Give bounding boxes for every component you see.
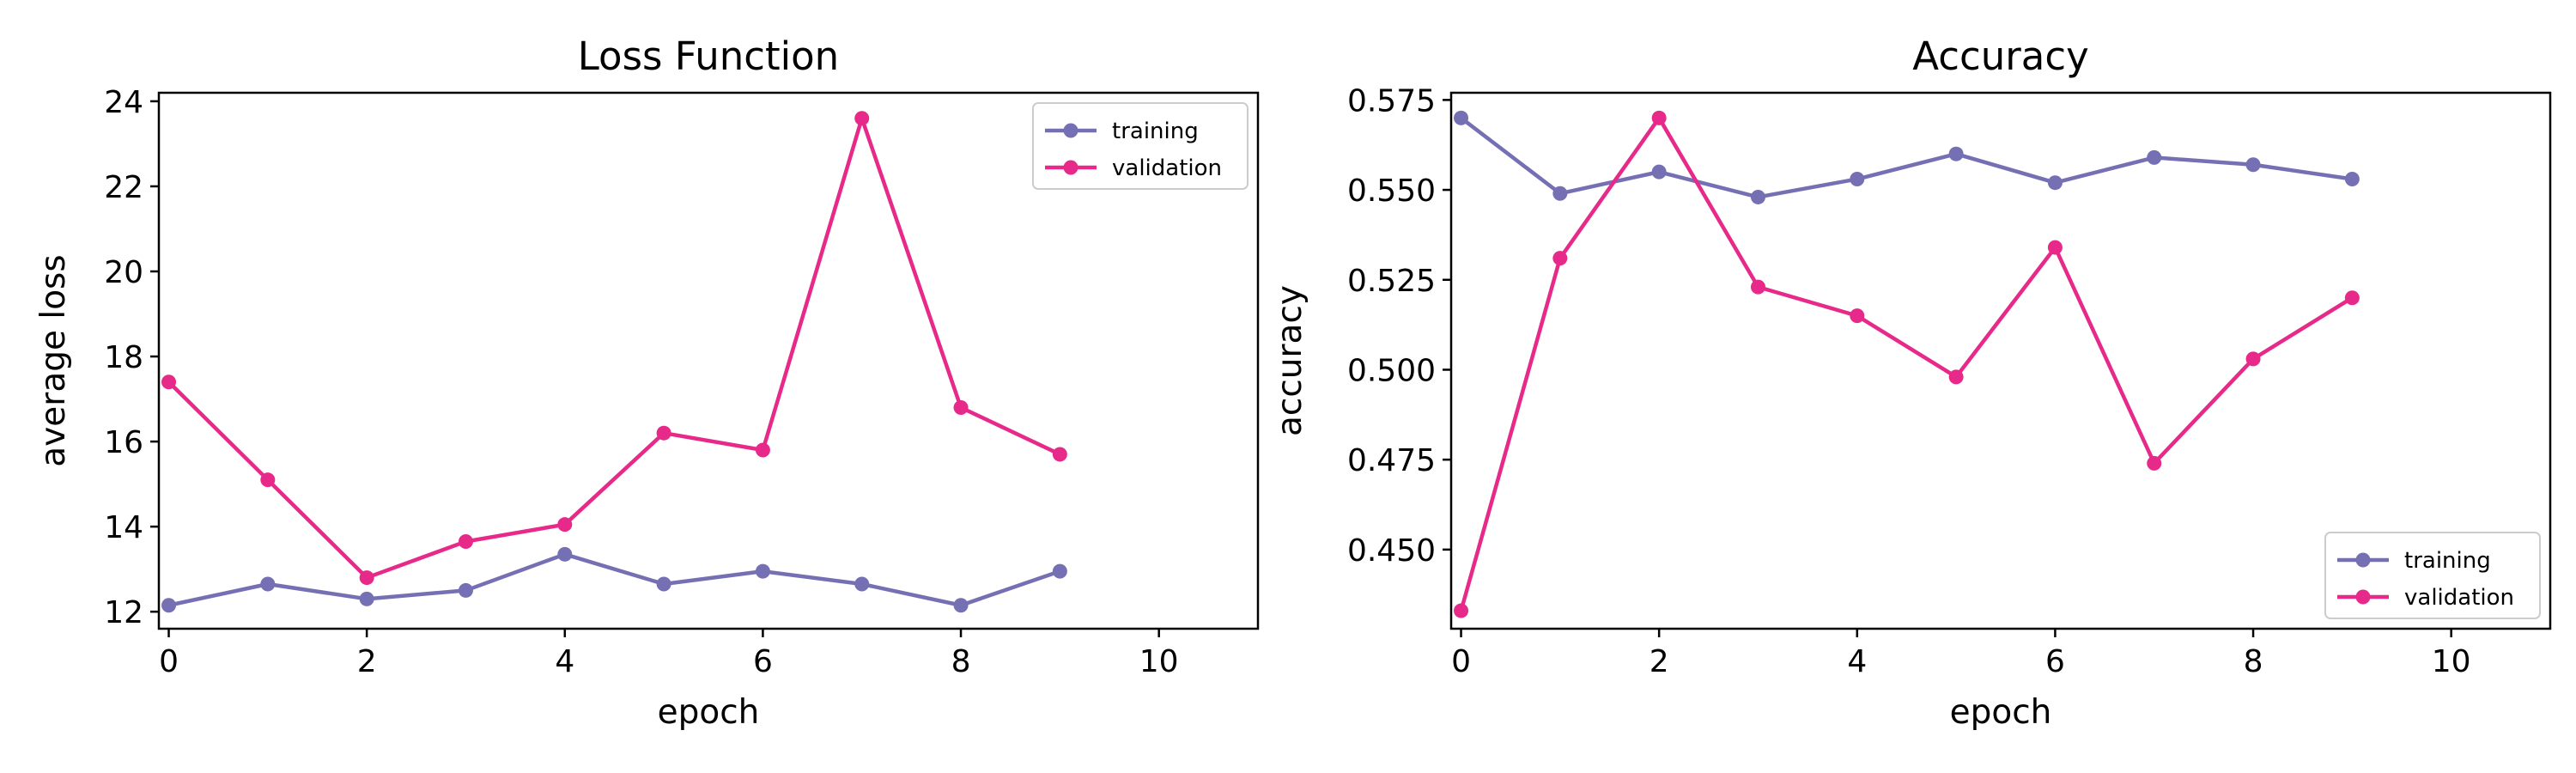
y-axis-label: accuracy bbox=[1271, 285, 1309, 436]
x-tick-label: 0 bbox=[1451, 644, 1471, 679]
legend: training validation bbox=[2324, 532, 2541, 619]
series-line-training bbox=[1460, 116, 2353, 199]
data-point-validation bbox=[1552, 251, 1568, 266]
data-point-validation bbox=[161, 374, 177, 390]
data-point-training bbox=[1651, 164, 1667, 180]
data-point-validation bbox=[359, 570, 374, 586]
legend-label-validation: validation bbox=[2404, 585, 2514, 611]
legend-label-training: training bbox=[1112, 119, 1199, 144]
data-point-validation bbox=[656, 425, 671, 441]
legend-marker-validation bbox=[2355, 589, 2371, 605]
data-point-validation bbox=[2047, 240, 2063, 255]
x-tick-label: 8 bbox=[951, 644, 971, 679]
chart-title: Loss Function bbox=[578, 33, 839, 79]
y-tick-label: 14 bbox=[104, 510, 143, 545]
series-line-validation bbox=[1459, 116, 2354, 612]
x-tick-label: 2 bbox=[1649, 644, 1669, 679]
data-point-validation bbox=[1651, 110, 1667, 125]
data-point-validation bbox=[854, 111, 870, 126]
data-point-training bbox=[1052, 563, 1067, 579]
y-tick-label: 24 bbox=[104, 85, 143, 120]
data-point-validation bbox=[1850, 308, 1865, 324]
data-point-training bbox=[2147, 149, 2162, 165]
data-point-validation bbox=[2344, 290, 2360, 306]
data-point-validation bbox=[1052, 447, 1067, 462]
x-tick-label: 4 bbox=[1847, 644, 1867, 679]
y-tick-label: 22 bbox=[104, 170, 143, 205]
x-tick-label: 6 bbox=[753, 644, 773, 679]
data-point-training bbox=[260, 576, 276, 592]
x-tick-label: 10 bbox=[2432, 644, 2471, 679]
data-point-training bbox=[557, 546, 573, 562]
data-point-validation bbox=[1454, 603, 1469, 618]
data-point-training bbox=[458, 582, 473, 598]
data-point-training bbox=[161, 598, 177, 613]
plot-area-frame bbox=[157, 91, 1260, 630]
chart-title: Accuracy bbox=[1912, 33, 2088, 79]
data-point-validation bbox=[755, 442, 770, 458]
legend-label-validation: validation bbox=[1112, 155, 1222, 181]
series-line-validation bbox=[167, 116, 1061, 580]
data-point-validation bbox=[557, 517, 573, 533]
data-point-training bbox=[1552, 186, 1568, 201]
legend-marker-training bbox=[1063, 123, 1078, 138]
data-point-training bbox=[953, 598, 969, 613]
legend-marker-validation bbox=[1063, 160, 1078, 175]
x-axis-label: epoch bbox=[1950, 693, 2052, 732]
x-tick-label: 10 bbox=[1139, 644, 1179, 679]
x-tick-label: 4 bbox=[555, 644, 574, 679]
x-tick-label: 2 bbox=[357, 644, 377, 679]
data-point-validation bbox=[2147, 455, 2162, 471]
data-point-validation bbox=[2245, 351, 2261, 367]
legend: training validation bbox=[1032, 102, 1249, 190]
x-tick-label: 6 bbox=[2045, 644, 2065, 679]
series-line-training bbox=[168, 552, 1061, 608]
y-tick-label: 0.500 bbox=[1347, 353, 1436, 388]
legend-marker-training bbox=[2355, 552, 2371, 568]
legend-label-training: training bbox=[2404, 548, 2491, 574]
accuracy-chart: Accuracy 0 2 4 6 8 10 0.450 0.475 0.500 0.525 0.550… bbox=[1271, 33, 2552, 732]
data-point-validation bbox=[1948, 369, 1964, 385]
data-point-training bbox=[2047, 175, 2063, 191]
y-tick-label: 0.575 bbox=[1347, 83, 1436, 119]
x-tick-label: 0 bbox=[159, 644, 179, 679]
data-point-training bbox=[359, 591, 374, 606]
y-tick-label: 0.475 bbox=[1347, 443, 1436, 478]
y-tick-label: 18 bbox=[104, 340, 143, 375]
y-tick-label: 0.550 bbox=[1347, 173, 1436, 209]
plot-area-frame bbox=[1449, 91, 2552, 630]
data-point-training bbox=[1850, 172, 1865, 187]
data-point-training bbox=[755, 563, 770, 579]
y-tick-label: 0.450 bbox=[1347, 533, 1436, 569]
data-point-training bbox=[2245, 157, 2261, 173]
data-point-validation bbox=[458, 533, 473, 549]
y-tick-label: 20 bbox=[104, 255, 143, 290]
y-tick-label: 12 bbox=[104, 595, 143, 630]
data-point-training bbox=[2344, 172, 2360, 187]
data-point-validation bbox=[953, 399, 969, 415]
x-axis-label: epoch bbox=[658, 693, 760, 732]
data-point-training bbox=[1948, 146, 1964, 161]
data-point-training bbox=[1454, 110, 1469, 125]
data-point-validation bbox=[260, 472, 276, 488]
data-point-training bbox=[854, 576, 870, 592]
data-point-validation bbox=[1750, 279, 1765, 295]
x-tick-label: 8 bbox=[2244, 644, 2263, 679]
data-point-training bbox=[1750, 189, 1765, 204]
data-point-training bbox=[656, 576, 671, 592]
y-tick-label: 16 bbox=[104, 425, 143, 460]
y-axis-label: average loss bbox=[34, 254, 73, 466]
y-tick-label: 0.525 bbox=[1347, 264, 1436, 299]
